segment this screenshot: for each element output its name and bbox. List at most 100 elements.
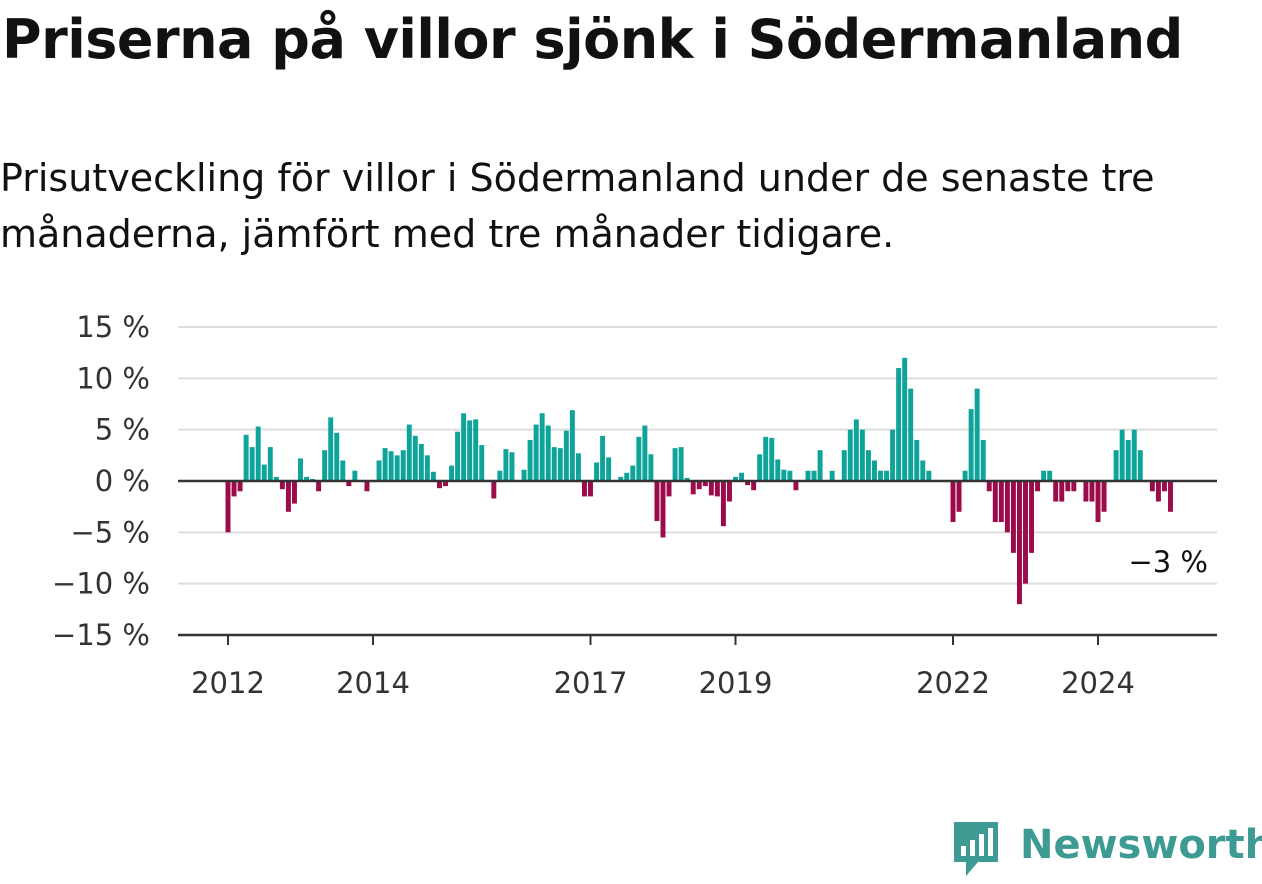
bar [1047,470,1053,481]
x-tick-label: 2017 [554,666,628,700]
bar [388,451,394,481]
bar [769,437,775,481]
bar [908,388,914,481]
bar [430,471,436,481]
bar [225,481,231,533]
bar [533,424,539,481]
bar-chart: 15 %10 %5 %0 %−5 %−10 %−15 % 2012 2014 201… [52,310,1217,700]
bar [962,470,968,481]
last-value-label: −3 % [1128,545,1208,579]
bar [992,481,998,523]
bar [884,470,890,481]
bar [581,481,587,497]
bar [304,476,310,481]
bar [285,481,291,512]
bar [642,425,648,481]
grid-lines [178,326,1217,585]
y-tick-label: 15 % [76,310,150,344]
bar [696,481,702,490]
bar [316,481,322,492]
bar [702,481,708,487]
bar [829,470,835,481]
bar [1095,481,1101,523]
x-tick-label: 2024 [1061,666,1135,700]
bar [606,457,612,481]
bar [672,448,678,481]
bar [600,435,606,481]
bar [255,426,261,481]
bar [878,470,883,481]
bar [539,413,545,481]
bar [950,481,956,523]
y-axis-ticks: 15 % 10 % 5 % 0 % −5 % −10 % −15 % [52,310,150,652]
bar [1041,470,1047,481]
bar [793,481,799,491]
bar [231,481,237,497]
chart-title: Priserna på villor sjönk i Södermanland [2,8,1183,71]
y-tick-label: 0 % [95,464,150,498]
newsworthy-logo: Newsworthy [950,818,1262,880]
bar [624,472,630,481]
bar [346,481,352,487]
bar [998,481,1004,523]
bar [630,465,636,481]
bar [436,481,442,489]
bar [557,448,563,481]
bar [1149,481,1155,492]
bar [660,481,666,538]
bar [733,476,738,481]
bar [920,460,926,481]
bar [364,481,370,492]
bar [847,429,853,481]
bar [745,481,751,486]
bar [684,477,690,481]
y-tick-label: 10 % [76,361,150,395]
bar [322,450,328,481]
bar [714,481,720,497]
bar [473,419,479,481]
bar [648,454,654,481]
bar [787,470,793,481]
bar [406,424,412,481]
bar [545,425,551,481]
bar [509,452,515,481]
bar [1035,481,1041,492]
bar [654,481,660,522]
bar [1125,439,1131,481]
bar [1029,481,1035,553]
bar [817,450,823,481]
bar [563,430,569,481]
bar [328,417,334,481]
bar [853,419,859,481]
bar [926,470,932,481]
bar [890,429,896,481]
bar [739,472,745,481]
y-tick-label: 5 % [95,413,150,447]
bar [479,445,485,481]
bar [551,447,557,481]
bar [1071,481,1077,492]
bar [720,481,726,527]
bar [914,439,920,481]
bar [902,357,908,481]
bar [690,481,696,495]
bar [1113,450,1119,481]
bar [1168,481,1173,512]
bar [1131,429,1137,481]
bar [273,476,279,481]
bars [225,357,1173,605]
bar [418,444,424,481]
bar [775,459,781,481]
bar [594,462,600,481]
bar [569,410,575,481]
logo-text: Newsworthy [1020,822,1262,868]
y-tick-label: −5 % [70,515,150,549]
bar [249,447,255,481]
bar [1083,481,1089,502]
bar [1119,429,1125,481]
bar [503,449,509,481]
bar [1059,481,1065,502]
bar [588,481,593,497]
bar [340,460,346,481]
bar [1016,481,1022,605]
